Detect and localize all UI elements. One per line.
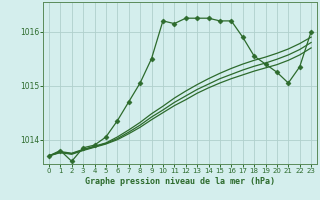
X-axis label: Graphe pression niveau de la mer (hPa): Graphe pression niveau de la mer (hPa)	[85, 177, 275, 186]
